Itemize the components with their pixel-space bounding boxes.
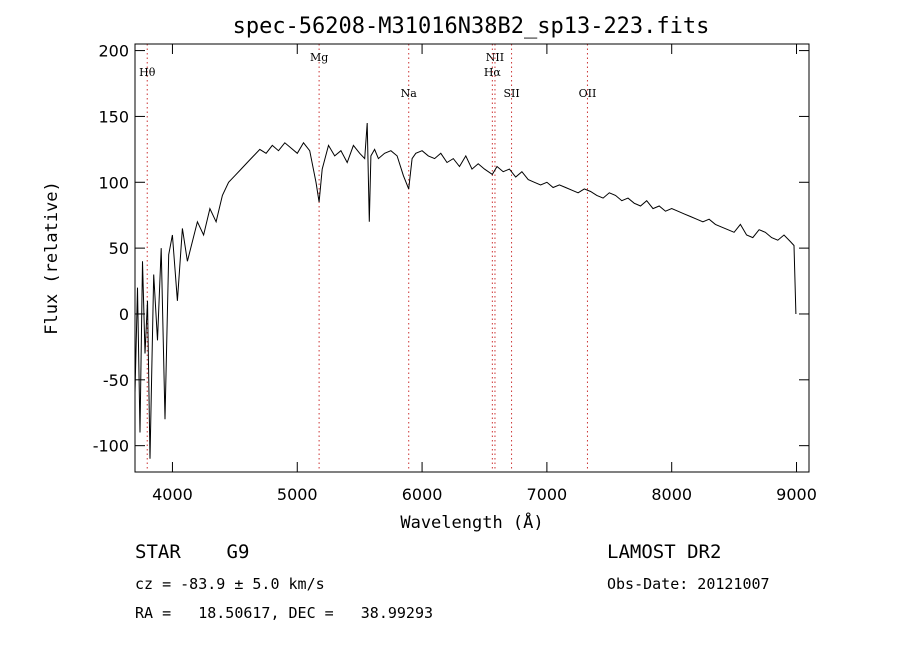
y-tick-label: -50: [103, 371, 129, 390]
plot-frame: [134, 43, 810, 473]
marker-label: Hα: [484, 66, 502, 79]
marker-label: Hθ: [139, 66, 156, 79]
y-tick-label: 150: [98, 107, 129, 126]
y-tick-label: 50: [109, 239, 129, 258]
y-tick-label: 100: [98, 173, 129, 192]
x-axis-label: Wavelength (Å): [400, 511, 543, 533]
coordinates: RA = 18.50617, DEC = 38.99293: [135, 604, 434, 622]
marker-label: NII: [486, 51, 504, 64]
spectrum-line: [134, 122, 797, 459]
marker-label: OII: [579, 87, 597, 100]
survey-name: LAMOST DR2: [607, 541, 722, 563]
y-tick-label: 0: [119, 305, 129, 324]
x-tick-label: 9000: [776, 485, 817, 504]
marker-label: SII: [503, 87, 519, 100]
x-tick-label: 8000: [651, 485, 692, 504]
y-axis-label: Flux (relative): [42, 181, 62, 335]
redshift-velocity: cz = -83.9 ± 5.0 km/s: [135, 575, 325, 593]
spectrum-series: [134, 122, 797, 459]
observation-date: Obs-Date: 20121007: [607, 575, 770, 593]
marker-label: Na: [401, 87, 418, 100]
x-tick-label: 5000: [277, 485, 318, 504]
x-tick-label: 7000: [527, 485, 568, 504]
chart-title: spec-56208-M31016N38B2_sp13-223.fits: [233, 14, 710, 39]
x-tick-label: 4000: [152, 485, 193, 504]
marker-label: Mg: [310, 51, 328, 64]
x-axis-ticks: 4000 5000 6000 7000 8000 9000: [152, 44, 817, 504]
y-axis-ticks: -100 -50 0 50 100 150 200: [93, 42, 809, 456]
spectral-class: STAR G9: [135, 541, 250, 563]
x-tick-label: 6000: [402, 485, 443, 504]
y-tick-label: 200: [98, 42, 129, 61]
y-tick-label: -100: [93, 437, 129, 456]
